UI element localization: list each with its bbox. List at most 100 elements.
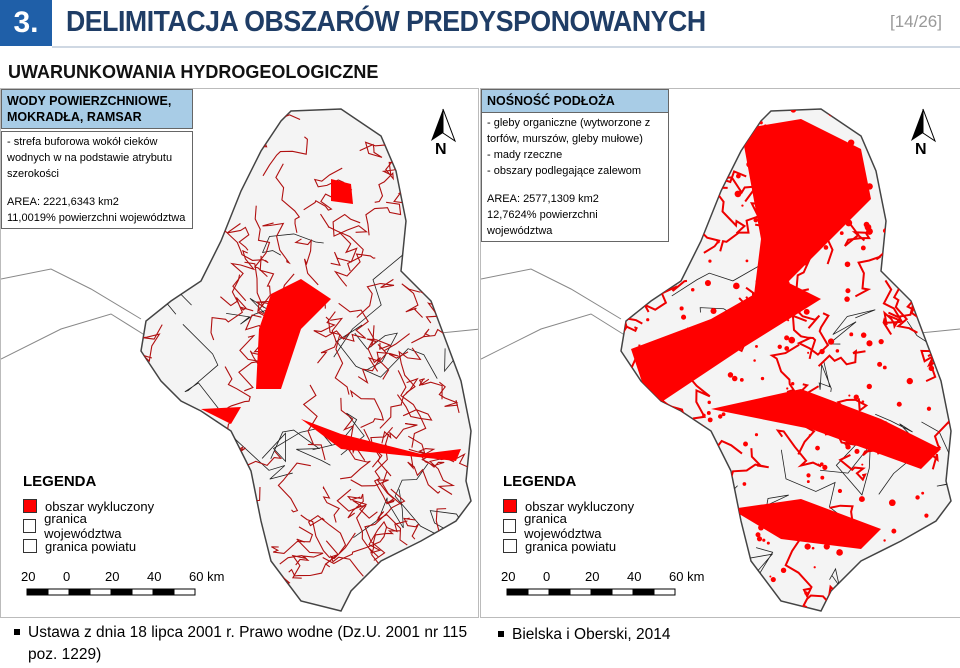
- excluded-spot: [756, 536, 763, 542]
- excluded-spot: [866, 383, 872, 390]
- excluded-spot: [820, 230, 824, 233]
- excluded-spot: [746, 161, 753, 168]
- scale-segment: [632, 588, 655, 596]
- legend-label: obszar wykluczony: [525, 498, 635, 514]
- excluded-spot: [742, 482, 747, 486]
- excluded-spot: [823, 245, 829, 250]
- district-boundary: [875, 413, 924, 495]
- river: [364, 488, 406, 561]
- scale-segment: [590, 588, 613, 596]
- river: [317, 317, 344, 364]
- excluded-spot: [949, 253, 951, 256]
- river: [307, 515, 347, 554]
- excluded-spot: [656, 583, 662, 589]
- scale-segment: [26, 588, 49, 596]
- excluded-spot: [918, 232, 923, 237]
- region: [140, 108, 472, 612]
- river: [212, 469, 254, 532]
- excluded-spot: [804, 543, 811, 550]
- excluded-spot: [690, 288, 695, 292]
- area-line: AREA: 2577,1309 km2: [487, 193, 599, 205]
- district-boundary: [818, 361, 832, 392]
- river: [407, 435, 436, 456]
- river: [431, 188, 453, 244]
- description-line: - obszary podlegające zalewom: [487, 165, 642, 177]
- excluded-spot: [667, 276, 670, 279]
- river: [224, 366, 251, 409]
- river: [357, 328, 381, 384]
- river: [817, 349, 866, 367]
- river: [769, 343, 800, 393]
- excluded-spot: [704, 280, 711, 287]
- excluded-spot: [784, 346, 790, 351]
- excluded-spot: [795, 502, 798, 505]
- scale-label: 40: [627, 569, 642, 584]
- legend-swatch: [503, 539, 517, 553]
- info-title-line: MOKRADŁA, RAMSAR: [7, 110, 142, 124]
- excluded-spot: [684, 445, 692, 453]
- legend-swatch: [23, 519, 37, 533]
- river: [156, 246, 203, 261]
- river: [183, 472, 213, 523]
- excluded-spot: [707, 577, 713, 583]
- info-box: - gleby organiczne (wytworzone z torfów, …: [481, 112, 669, 242]
- river: [370, 426, 394, 468]
- river: [401, 283, 423, 318]
- excluded-spot: [906, 377, 913, 385]
- legend-item: obszar wykluczony: [503, 496, 639, 516]
- excluded-spot: [753, 359, 756, 362]
- excluded-spot: [679, 542, 687, 550]
- excluded-spot: [679, 490, 683, 494]
- excluded-area: [741, 119, 871, 319]
- excluded-spot: [721, 412, 726, 417]
- river: [442, 537, 471, 583]
- excluded-spot: [925, 249, 932, 256]
- excluded-spot: [679, 306, 684, 311]
- scale-label: 40: [147, 569, 162, 584]
- district-boundary: [898, 151, 951, 193]
- excluded-spot: [732, 562, 735, 565]
- excluded-spot: [718, 414, 723, 419]
- river: [719, 202, 762, 252]
- excluded-spot: [945, 600, 951, 606]
- north-arrow: [922, 108, 937, 143]
- excluded-spot: [708, 563, 711, 566]
- excluded-spot: [791, 382, 795, 386]
- excluded-spot: [886, 583, 889, 587]
- excluded-spot: [920, 222, 925, 227]
- excluded-spot: [713, 151, 720, 159]
- excluded-spot: [753, 217, 759, 223]
- river: [250, 565, 283, 594]
- excluded-spot: [845, 219, 853, 227]
- excluded-spot: [835, 349, 840, 353]
- scale-label: 60 km: [189, 569, 225, 584]
- excluded-spot: [710, 307, 717, 315]
- river: [368, 520, 408, 554]
- river: [414, 540, 457, 570]
- excluded-spot: [656, 423, 661, 428]
- excluded-spot: [776, 239, 779, 243]
- excluded-spot: [777, 344, 782, 349]
- scale-label: 0: [63, 569, 71, 584]
- excluded-spot: [755, 344, 758, 348]
- river: [407, 453, 441, 494]
- excluded-spot: [877, 361, 883, 367]
- river: [428, 457, 456, 495]
- river: [729, 448, 769, 480]
- excluded-spot: [892, 606, 898, 611]
- excluded-spot: [860, 191, 865, 196]
- excluded-spot: [911, 297, 919, 305]
- river: [279, 554, 307, 579]
- excluded-spot: [732, 557, 736, 560]
- header-rule: [52, 46, 960, 48]
- river: [418, 566, 454, 611]
- excluded-spot: [819, 348, 825, 355]
- excluded-spot: [847, 139, 855, 146]
- excluded-spot: [929, 229, 932, 232]
- excluded-spot: [762, 538, 766, 542]
- excluded-spot: [775, 136, 780, 141]
- river: [271, 526, 314, 554]
- footnote: Ustawa z dnia 18 lipca 2001 r. Prawo wod…: [14, 622, 478, 666]
- river: [402, 142, 426, 193]
- river: [184, 467, 202, 488]
